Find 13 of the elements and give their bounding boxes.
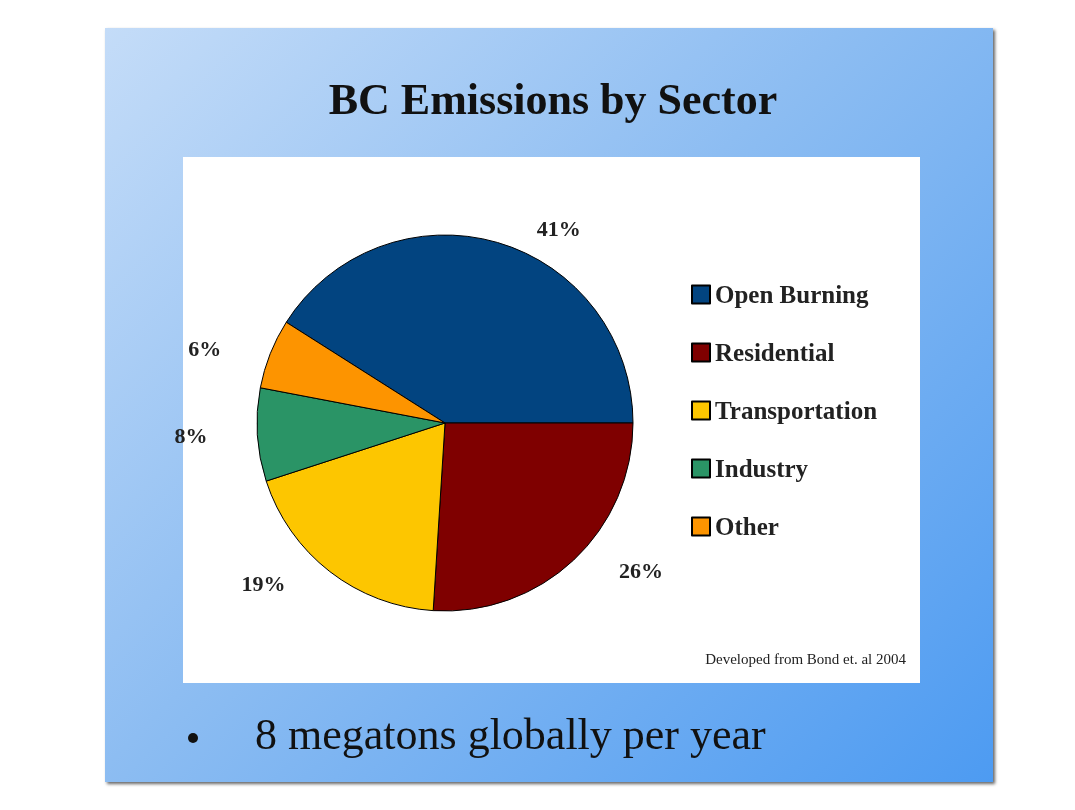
data-label: 26% [618, 558, 663, 584]
legend-label: Industry [715, 455, 809, 482]
text: Developed from Bond et. al 2004 [705, 650, 907, 667]
legend-label: Open Burning [715, 281, 870, 308]
legend-label: Other [715, 513, 779, 540]
text: 8 megatons globally per year [255, 709, 767, 759]
chart-title: BC Emissions by Sector [328, 74, 778, 124]
data-label: 8% [174, 423, 208, 449]
legend-label: Transportation [715, 397, 878, 424]
data-label: 41% [536, 215, 581, 241]
legend-label: Residential [715, 339, 835, 366]
data-label: 19% [241, 570, 286, 596]
data-label: 6% [188, 335, 222, 361]
